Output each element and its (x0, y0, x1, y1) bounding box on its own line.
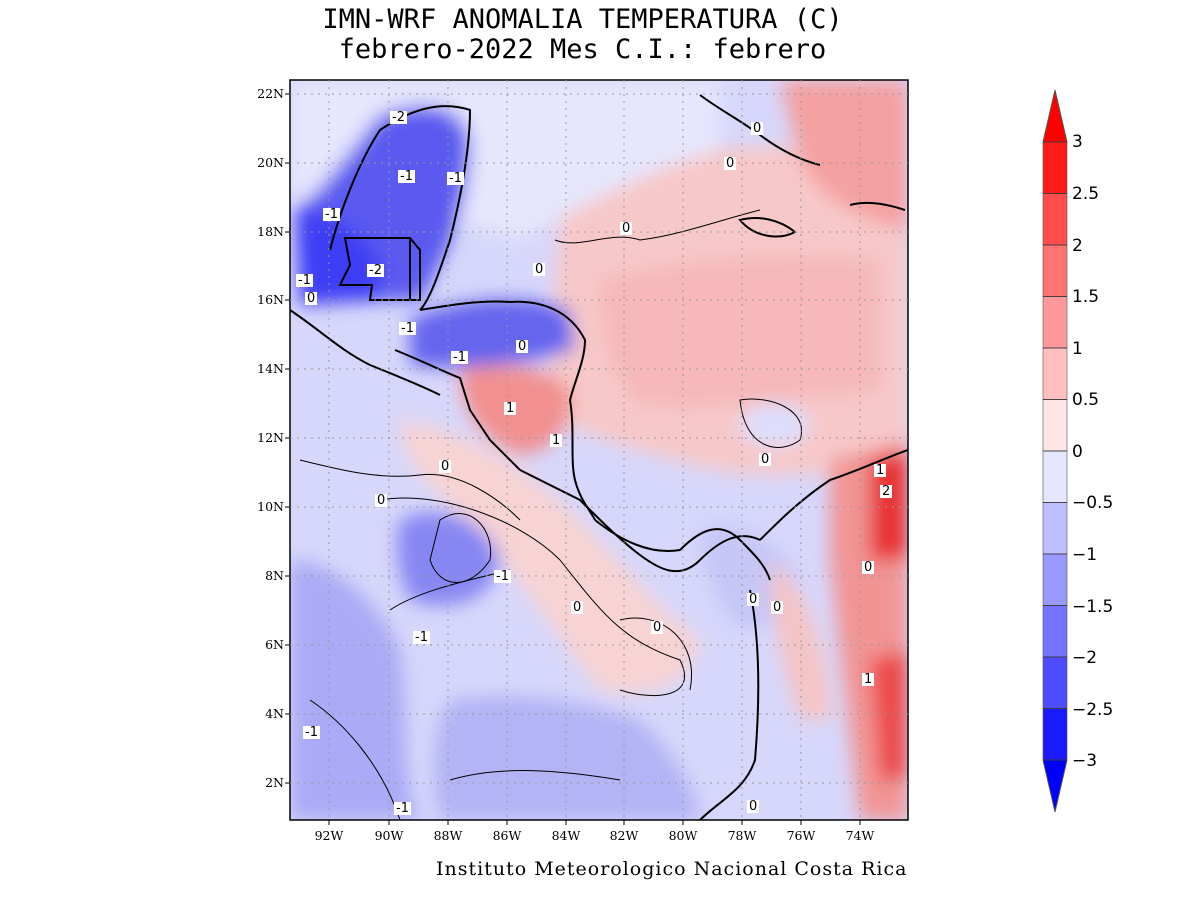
contour-label: -1 (398, 169, 415, 184)
contour-label: -1 (494, 569, 511, 584)
contour-label: 1 (862, 672, 875, 687)
colorbar-label: −3 (1072, 751, 1098, 771)
colorbar-swatch (1042, 450, 1068, 503)
colorbar-swatch (1042, 605, 1068, 658)
colorbar-under-arrow (1042, 759, 1068, 813)
lat-tick: 4N (265, 706, 284, 721)
contour-label: 1 (874, 463, 887, 478)
contour-label: -1 (296, 273, 313, 288)
colorbar-label: −2 (1072, 648, 1098, 668)
contour-label: -1 (413, 630, 430, 645)
lon-tick: 82W (609, 828, 639, 843)
colorbar-swatch (1042, 656, 1068, 709)
contour-label: 0 (751, 121, 764, 136)
contour-label: -1 (399, 321, 416, 336)
colorbar-swatch (1042, 141, 1068, 194)
colorbar-swatch (1042, 502, 1068, 555)
lat-tick: 14N (257, 361, 284, 376)
lat-tick: 20N (257, 155, 284, 170)
lat-tick: 6N (265, 637, 284, 652)
contour-label: 0 (375, 493, 388, 508)
contour-label: 1 (550, 433, 563, 448)
lon-tick: 88W (433, 828, 463, 843)
colorbar-label: −2.5 (1072, 700, 1114, 720)
colorbar-label: 3 (1072, 132, 1083, 152)
lon-tick: 76W (786, 828, 816, 843)
contour-label: -1 (303, 725, 320, 740)
colorbar-label: −1 (1072, 545, 1098, 565)
colorbar-label: 0 (1072, 442, 1083, 462)
lon-tick: 90W (374, 828, 404, 843)
colorbar-label: 0.5 (1072, 390, 1100, 410)
colorbar-swatch (1042, 708, 1068, 761)
colorbar-label: 2 (1072, 236, 1083, 256)
colorbar-label: −1.5 (1072, 597, 1114, 617)
lat-tick: 8N (265, 568, 284, 583)
colorbar (1042, 89, 1068, 813)
colorbar-swatch (1042, 553, 1068, 606)
contour-label: 1 (504, 401, 517, 416)
contour-label: 0 (771, 600, 784, 615)
lat-tick: 12N (257, 430, 284, 445)
contour-label: 0 (759, 452, 772, 467)
contour-label: 2 (880, 484, 893, 499)
colorbar-swatch (1042, 399, 1068, 452)
contour-label: -2 (367, 263, 384, 278)
lat-tick: 18N (257, 224, 284, 239)
contour-label: 0 (516, 339, 529, 354)
anomaly-field (290, 80, 908, 820)
lat-tick: 2N (265, 775, 284, 790)
contour-label: -1 (447, 171, 464, 186)
contour-label: 0 (620, 221, 633, 236)
lon-tick: 92W (314, 828, 344, 843)
contour-label: -2 (390, 110, 407, 125)
contour-label: 0 (724, 156, 737, 171)
colorbar-swatch (1042, 347, 1068, 400)
map-subtitle: febrero-2022 Mes C.I.: febrero (338, 34, 827, 65)
contour-label: 0 (305, 291, 318, 306)
colorbar-over-arrow (1042, 89, 1068, 143)
colorbar-swatch (1042, 244, 1068, 297)
contour-label: 0 (747, 592, 760, 607)
contour-label: 0 (571, 600, 584, 615)
contour-label: -1 (394, 801, 411, 816)
contour-label: 0 (533, 262, 546, 277)
contour-label: 0 (439, 459, 452, 474)
colorbar-swatch (1042, 193, 1068, 246)
colorbar-swatch (1042, 296, 1068, 349)
colorbar-label: 1 (1072, 339, 1083, 359)
lon-tick: 86W (492, 828, 522, 843)
contour-label: -1 (451, 350, 468, 365)
contour-label: 0 (651, 620, 664, 635)
colorbar-label: 2.5 (1072, 184, 1100, 204)
lat-tick: 22N (257, 86, 284, 101)
lat-tick: 16N (257, 292, 284, 307)
lon-tick: 78W (727, 828, 757, 843)
contour-label: 0 (747, 799, 760, 814)
contour-label: -1 (323, 207, 340, 222)
lon-tick: 74W (845, 828, 875, 843)
map-title: IMN-WRF ANOMALIA TEMPERATURA (C) (322, 4, 843, 35)
contour-label: 0 (862, 560, 875, 575)
lat-tick: 10N (257, 499, 284, 514)
footer-credit: Instituto Meteorologico Nacional Costa R… (436, 858, 908, 880)
colorbar-label: −0.5 (1072, 493, 1114, 513)
colorbar-label: 1.5 (1072, 287, 1100, 307)
lon-tick: 84W (551, 828, 581, 843)
lon-tick: 80W (668, 828, 698, 843)
